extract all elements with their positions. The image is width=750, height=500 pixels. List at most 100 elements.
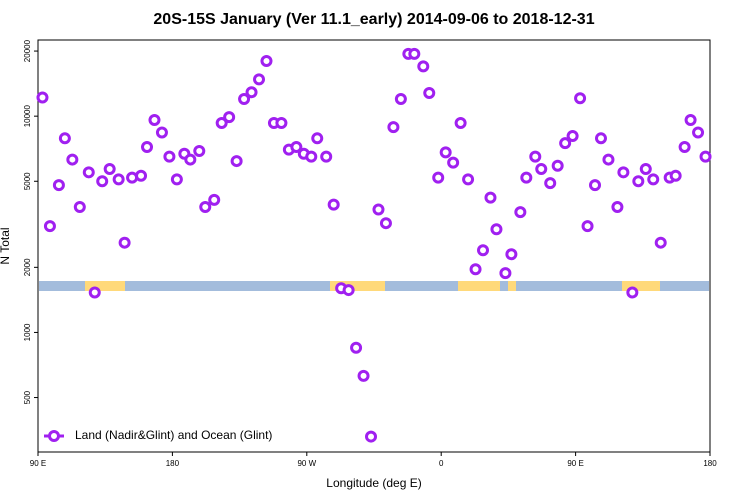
point: [58, 132, 71, 145]
legend-marker: [48, 430, 60, 442]
plot-frame: [37, 39, 711, 453]
point: [163, 150, 176, 163]
x-axis-label: Longitude (deg E): [326, 476, 421, 490]
x-tick-label: 90 E: [30, 459, 46, 468]
land-band: [458, 281, 500, 291]
point: [82, 166, 95, 179]
point: [327, 198, 340, 211]
point: [505, 248, 518, 261]
point: [454, 116, 467, 129]
point: [520, 171, 533, 184]
point: [535, 162, 548, 175]
point: [148, 114, 161, 127]
point: [260, 54, 273, 67]
point: [103, 162, 116, 175]
point: [602, 153, 615, 166]
point: [88, 286, 101, 299]
point: [574, 92, 587, 105]
point: [52, 179, 65, 192]
point: [484, 191, 497, 204]
point: [230, 155, 243, 168]
x-tick-label: 0: [439, 459, 444, 468]
point: [118, 236, 131, 249]
y-tick-label: 5000: [23, 172, 32, 190]
x-tick-label: 180: [703, 459, 717, 468]
point: [372, 203, 385, 216]
point: [566, 129, 579, 142]
y-tick-label: 500: [23, 390, 32, 404]
point: [654, 236, 667, 249]
point: [135, 169, 148, 182]
point: [199, 201, 212, 214]
point: [678, 141, 691, 154]
point: [626, 286, 639, 299]
series: [36, 47, 712, 443]
land-band: [330, 281, 385, 291]
point: [559, 137, 572, 150]
point: [439, 146, 452, 159]
point: [365, 430, 378, 443]
point: [245, 86, 258, 99]
point: [611, 201, 624, 214]
point: [469, 263, 482, 276]
point: [66, 153, 79, 166]
point: [357, 369, 370, 382]
point: [155, 126, 168, 139]
point: [379, 217, 392, 230]
point: [639, 162, 652, 175]
y-tick-label: 20000: [23, 39, 32, 62]
point: [551, 159, 564, 172]
point: [112, 173, 125, 186]
point: [305, 150, 318, 163]
point: [490, 223, 503, 236]
point: [514, 206, 527, 219]
point: [581, 220, 594, 233]
legend-label: Land (Nadir&Glint) and Ocean (Glint): [75, 428, 272, 442]
point: [617, 166, 630, 179]
point: [544, 177, 557, 190]
point: [141, 141, 154, 154]
point: [432, 171, 445, 184]
x-tick-label: 90 W: [297, 459, 316, 468]
point: [350, 341, 363, 354]
point: [253, 73, 266, 86]
land-band: [85, 281, 125, 291]
point: [43, 220, 56, 233]
point: [417, 60, 430, 73]
y-tick-label: 10000: [23, 104, 32, 127]
point: [36, 91, 49, 104]
point: [193, 145, 206, 158]
y-tick-label: 2000: [23, 258, 32, 276]
point: [96, 175, 109, 188]
point: [699, 150, 712, 163]
point: [320, 150, 333, 163]
point: [73, 201, 86, 214]
point: [184, 153, 197, 166]
point: [208, 193, 221, 206]
point: [223, 111, 236, 124]
point: [423, 86, 436, 99]
point: [408, 47, 421, 60]
point: [669, 169, 682, 182]
point: [394, 93, 407, 106]
y-tick-label: 1000: [23, 323, 32, 341]
point: [290, 141, 303, 154]
point: [342, 284, 355, 297]
point: [170, 173, 183, 186]
point: [692, 126, 705, 139]
y-axis-label: N Total: [0, 227, 12, 264]
point: [632, 175, 645, 188]
chart-title: 20S-15S January (Ver 11.1_early) 2014-09…: [153, 11, 594, 28]
point: [462, 173, 475, 186]
point: [647, 173, 660, 186]
point: [499, 267, 512, 280]
point: [387, 121, 400, 134]
point: [447, 156, 460, 169]
point: [275, 116, 288, 129]
x-tick-label: 90 E: [567, 459, 583, 468]
x-tick-label: 180: [166, 459, 180, 468]
point: [589, 179, 602, 192]
land-band: [508, 281, 516, 291]
point: [684, 114, 697, 127]
